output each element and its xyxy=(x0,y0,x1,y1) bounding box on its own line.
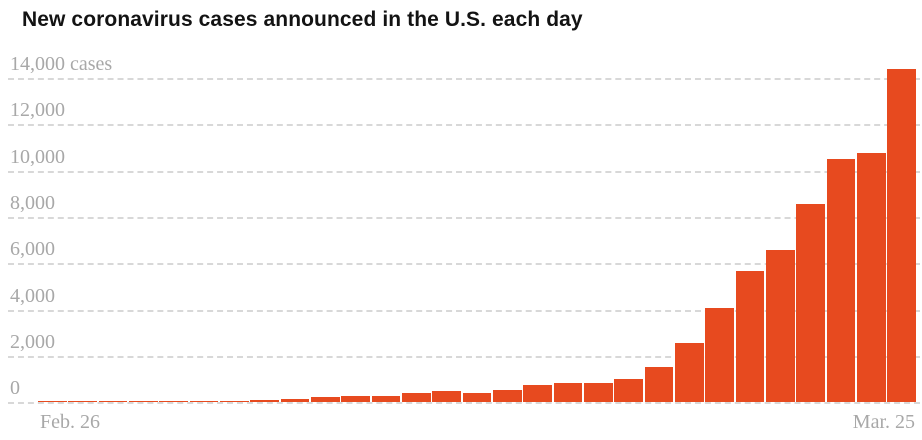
x-axis-label-start: Feb. 26 xyxy=(40,411,100,433)
bar-mar-9 xyxy=(401,393,431,402)
gridline-6000 xyxy=(8,263,920,266)
bar-mar-14 xyxy=(553,383,583,402)
gridline-14000 xyxy=(8,77,920,80)
bar-mar-19 xyxy=(705,307,735,402)
gridline-12000 xyxy=(8,124,920,127)
bar-mar-18 xyxy=(674,343,704,402)
bar-mar-21 xyxy=(765,250,795,402)
bar-mar-15 xyxy=(583,382,613,402)
gridline-2000 xyxy=(8,355,920,358)
bar-mar-5 xyxy=(280,399,310,402)
y-axis-tick-label-4000: 4,000 xyxy=(10,284,55,307)
bar-mar-2 xyxy=(189,401,219,402)
bar-mar-25 xyxy=(887,68,917,402)
bar-mar-20 xyxy=(735,271,765,402)
bars-group xyxy=(38,52,917,402)
bar-mar-22 xyxy=(796,203,826,402)
y-axis-tick-label-14000: 14,000 cases xyxy=(10,52,113,75)
bar-mar-8 xyxy=(371,396,401,402)
bar-mar-4 xyxy=(250,400,280,402)
x-axis-label-end: Mar. 25 xyxy=(852,411,915,433)
bar-mar-3 xyxy=(219,400,249,402)
bar-mar-10 xyxy=(432,390,462,402)
y-axis-tick-label-6000: 6,000 xyxy=(10,238,55,261)
bar-feb-29 xyxy=(128,401,158,402)
gridline-0 xyxy=(8,402,920,405)
bar-mar-23 xyxy=(826,158,856,402)
bar-mar-6 xyxy=(310,397,340,402)
bar-mar-13 xyxy=(523,385,553,402)
bar-feb-27 xyxy=(68,401,98,402)
bar-mar-11 xyxy=(462,392,492,402)
y-axis-tick-label-2000: 2,000 xyxy=(10,330,55,353)
y-axis-tick-label-0: 0 xyxy=(10,377,20,400)
gridline-4000 xyxy=(8,309,920,312)
bar-mar-17 xyxy=(644,367,674,402)
bar-feb-26 xyxy=(38,401,67,402)
chart-title: New coronavirus cases announced in the U… xyxy=(22,8,583,31)
bar-mar-1 xyxy=(159,400,189,402)
y-axis-tick-label-8000: 8,000 xyxy=(10,191,55,214)
bar-mar-12 xyxy=(492,390,522,402)
y-axis-tick-label-10000: 10,000 xyxy=(10,145,65,168)
bar-mar-16 xyxy=(614,378,644,402)
bar-mar-24 xyxy=(856,152,886,402)
bar-feb-28 xyxy=(98,401,128,402)
gridline-10000 xyxy=(8,170,920,173)
gridline-8000 xyxy=(8,216,920,219)
bar-mar-7 xyxy=(341,395,371,402)
y-axis-tick-label-12000: 12,000 xyxy=(10,99,65,122)
